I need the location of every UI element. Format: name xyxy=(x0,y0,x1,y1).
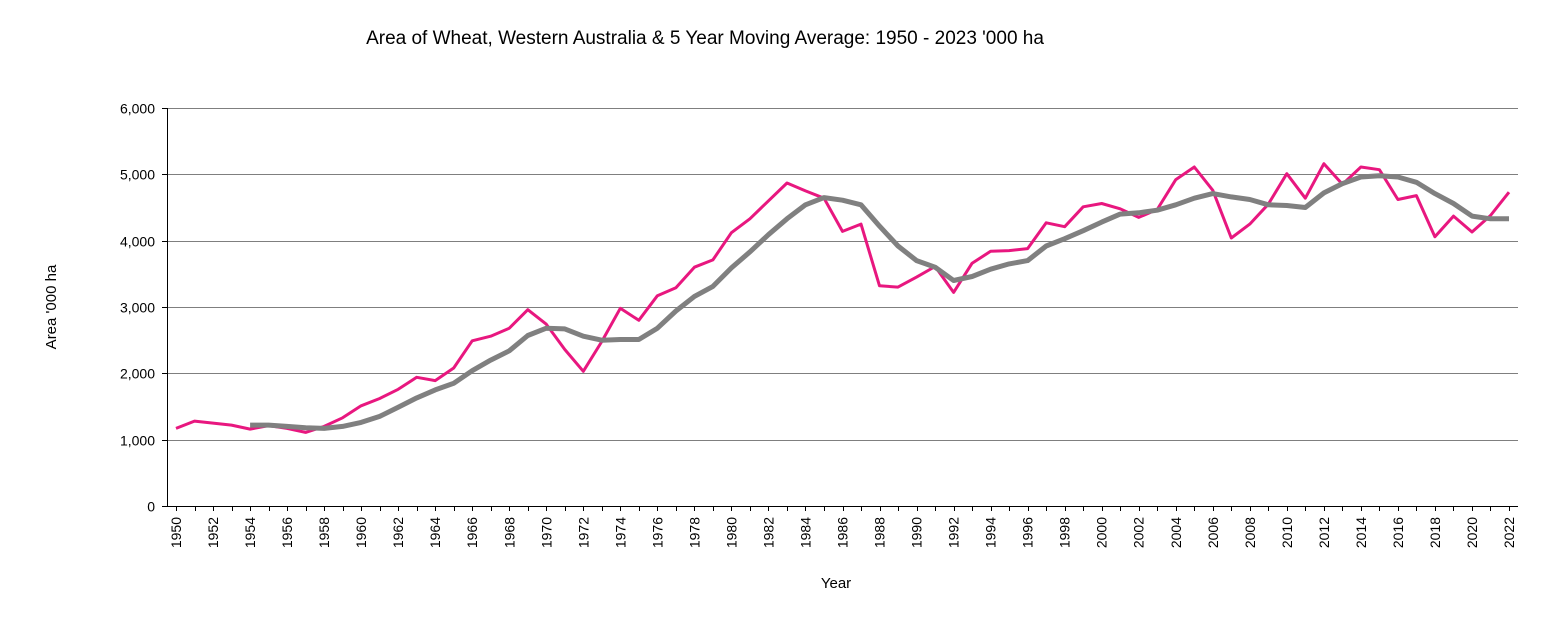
y-tick-label: 5,000 xyxy=(120,167,155,183)
chart-title: Area of Wheat, Western Australia & 5 Yea… xyxy=(366,28,1044,49)
x-tick-label: 1992 xyxy=(946,517,962,548)
x-tick-label: 1952 xyxy=(205,517,221,548)
x-tick-label: 2000 xyxy=(1094,517,1110,548)
x-tick-label: 1986 xyxy=(835,517,851,548)
x-tick-label: 1980 xyxy=(723,517,739,548)
x-tick-label: 2020 xyxy=(1464,517,1480,548)
y-tick-label: 2,000 xyxy=(120,366,155,382)
x-tick-label: 1968 xyxy=(501,517,517,548)
series-lines xyxy=(175,162,1511,434)
x-tick-label: 1966 xyxy=(464,517,480,548)
x-tick-label: 1958 xyxy=(316,517,332,548)
x-tick-label: 1976 xyxy=(649,517,665,548)
tick-labels: 0 1,000 2,000 3,000 4,000 5,000 6,000 1950 1952 1… xyxy=(120,101,1517,549)
x-tick-label: 1960 xyxy=(353,517,369,548)
x-tick-label: 1990 xyxy=(909,517,925,548)
x-tick-label: 2004 xyxy=(1168,517,1184,548)
x-tick-label: 1956 xyxy=(279,517,295,548)
axes xyxy=(162,108,1518,511)
x-tick-label: 1972 xyxy=(575,517,591,548)
x-tick-label: 1974 xyxy=(612,517,628,548)
x-tick-label: 2010 xyxy=(1279,517,1295,548)
x-tick-label: 2006 xyxy=(1205,517,1221,548)
y-axis-title: Area '000 ha xyxy=(43,264,60,349)
y-tick-label: 1,000 xyxy=(120,433,155,449)
x-tick-label: 2018 xyxy=(1427,517,1443,548)
x-tick-label: 2022 xyxy=(1501,517,1517,548)
x-tick-label: 1954 xyxy=(242,517,258,548)
x-tick-label: 1962 xyxy=(390,517,406,548)
x-tick-label: 2008 xyxy=(1242,517,1258,548)
y-tick-label: 4,000 xyxy=(120,234,155,250)
x-tick-label: 1950 xyxy=(168,517,184,548)
y-tick-label: 6,000 xyxy=(120,101,155,117)
x-tick-label: 1988 xyxy=(872,517,888,548)
series-line-area-of-wheat xyxy=(175,162,1511,434)
y-tick-label: 0 xyxy=(147,499,155,515)
x-tick-label: 2014 xyxy=(1353,517,1369,548)
x-tick-label: 2016 xyxy=(1390,517,1406,548)
x-tick-label: 1996 xyxy=(1020,517,1036,548)
x-tick-label: 1964 xyxy=(427,517,443,548)
series-line-5-year-moving-average xyxy=(250,173,1509,431)
x-tick-label: 1998 xyxy=(1057,517,1073,548)
x-tick-label: 1994 xyxy=(983,517,999,548)
x-tick-label: 1984 xyxy=(797,517,813,548)
x-tick-label: 2002 xyxy=(1131,517,1147,548)
x-tick-label: 1978 xyxy=(686,517,702,548)
x-axis-title: Year xyxy=(821,575,851,592)
x-tick-label: 1970 xyxy=(538,517,554,548)
x-tick-label: 2012 xyxy=(1316,517,1332,548)
gridlines xyxy=(167,108,1518,441)
y-tick-label: 3,000 xyxy=(120,300,155,316)
x-tick-label: 1982 xyxy=(760,517,776,548)
